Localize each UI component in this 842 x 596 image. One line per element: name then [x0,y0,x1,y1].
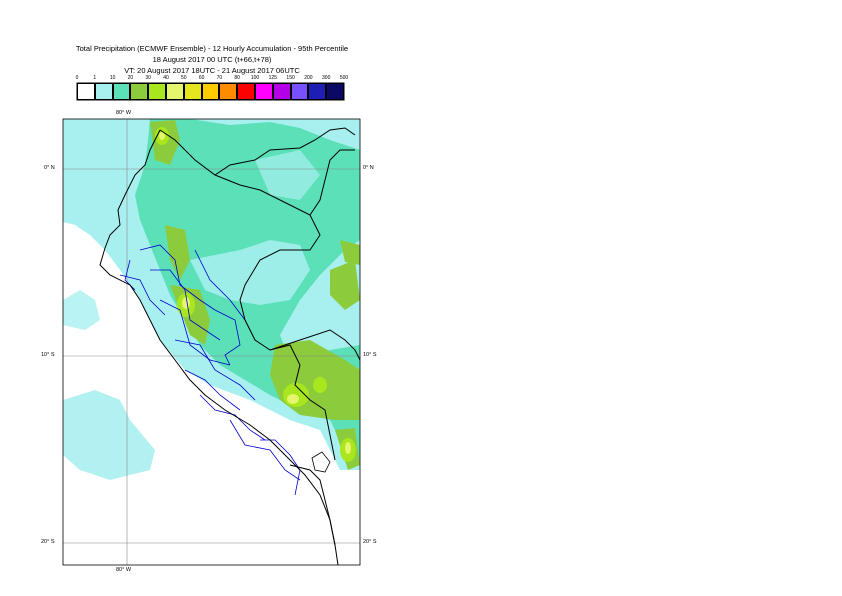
lon-label-top: 80° W [116,110,132,116]
legend-tick-label: 300 [322,75,331,81]
legend-tick-label: 60 [198,75,205,81]
precip-area-light-north [255,150,320,200]
legend-tick-label: 1 [93,75,97,81]
legend-tick-label: 70 [216,75,223,81]
legend-tick-label: 80 [234,75,240,81]
map-frame [62,118,361,566]
admin-boundary [159,299,231,366]
admin-boundary [229,419,301,481]
lat-label-right-20: 20° S [363,539,377,545]
legend-tick-label: 150 [286,75,295,81]
legend-tick-label: 50 [181,75,187,81]
legend-frame [76,82,345,101]
country-border [309,149,355,216]
precip-area-light-west [63,290,100,330]
country-border [159,129,336,461]
lat-label-left-10: 10° S [41,352,55,358]
legend-tick-label: 10 [109,75,116,81]
precip-core-southeast-peak [345,442,351,454]
admin-boundary [150,269,221,341]
precip-area-light-inland [190,240,310,305]
admin-boundary [199,394,266,441]
precip-area-heavy-edge [340,240,360,265]
coastline [99,129,339,565]
country-border [269,329,360,361]
admin-boundary [184,369,241,411]
precip-area-heavy-andes [165,225,190,280]
legend-tick-label: 100 [250,75,260,81]
legend-tick-label: 500 [339,75,349,81]
admin-boundary [139,244,216,311]
lat-label-left-0: 0° N [44,165,55,171]
country-border [214,127,356,176]
admin-boundary [174,339,256,401]
admin-boundary [119,274,166,316]
precip-core-east-2 [313,377,327,393]
dry-area-south [195,395,360,565]
lat-label-right-0: 0° N [363,165,374,171]
map-layers [63,119,360,565]
lat-label-left-20: 20° S [41,539,55,545]
lon-label-bottom: 80° W [116,567,132,573]
lake-outline [311,451,331,473]
legend-tick-label: 20 [127,75,134,81]
precip-area-heavy-northeast [330,260,360,310]
precip-area-light-ocean [63,119,120,200]
lat-label-right-10: 10° S [363,352,377,358]
country-border [289,464,336,546]
chart-title: Total Precipitation (ECMWF Ensemble) - 1… [75,44,349,53]
precip-area-light-south [63,390,155,480]
legend-tick-label: 30 [145,75,151,81]
precip-core-central-peak [182,297,190,309]
legend-tick-label: 200 [304,75,313,81]
precip-core-north-peak [159,132,165,140]
legend-tick-label: 125 [268,75,277,81]
base-time-line: 18 August 2017 00 UTC (t+66,t+78) [152,55,272,64]
precip-core-east-peak [287,394,299,404]
admin-boundary [214,309,241,366]
legend-tick-label: 0 [75,75,79,81]
valid-time-line: VT: 20 August 2017 18UTC - 21 August 201… [124,66,300,75]
legend-tick-label: 40 [163,75,169,81]
